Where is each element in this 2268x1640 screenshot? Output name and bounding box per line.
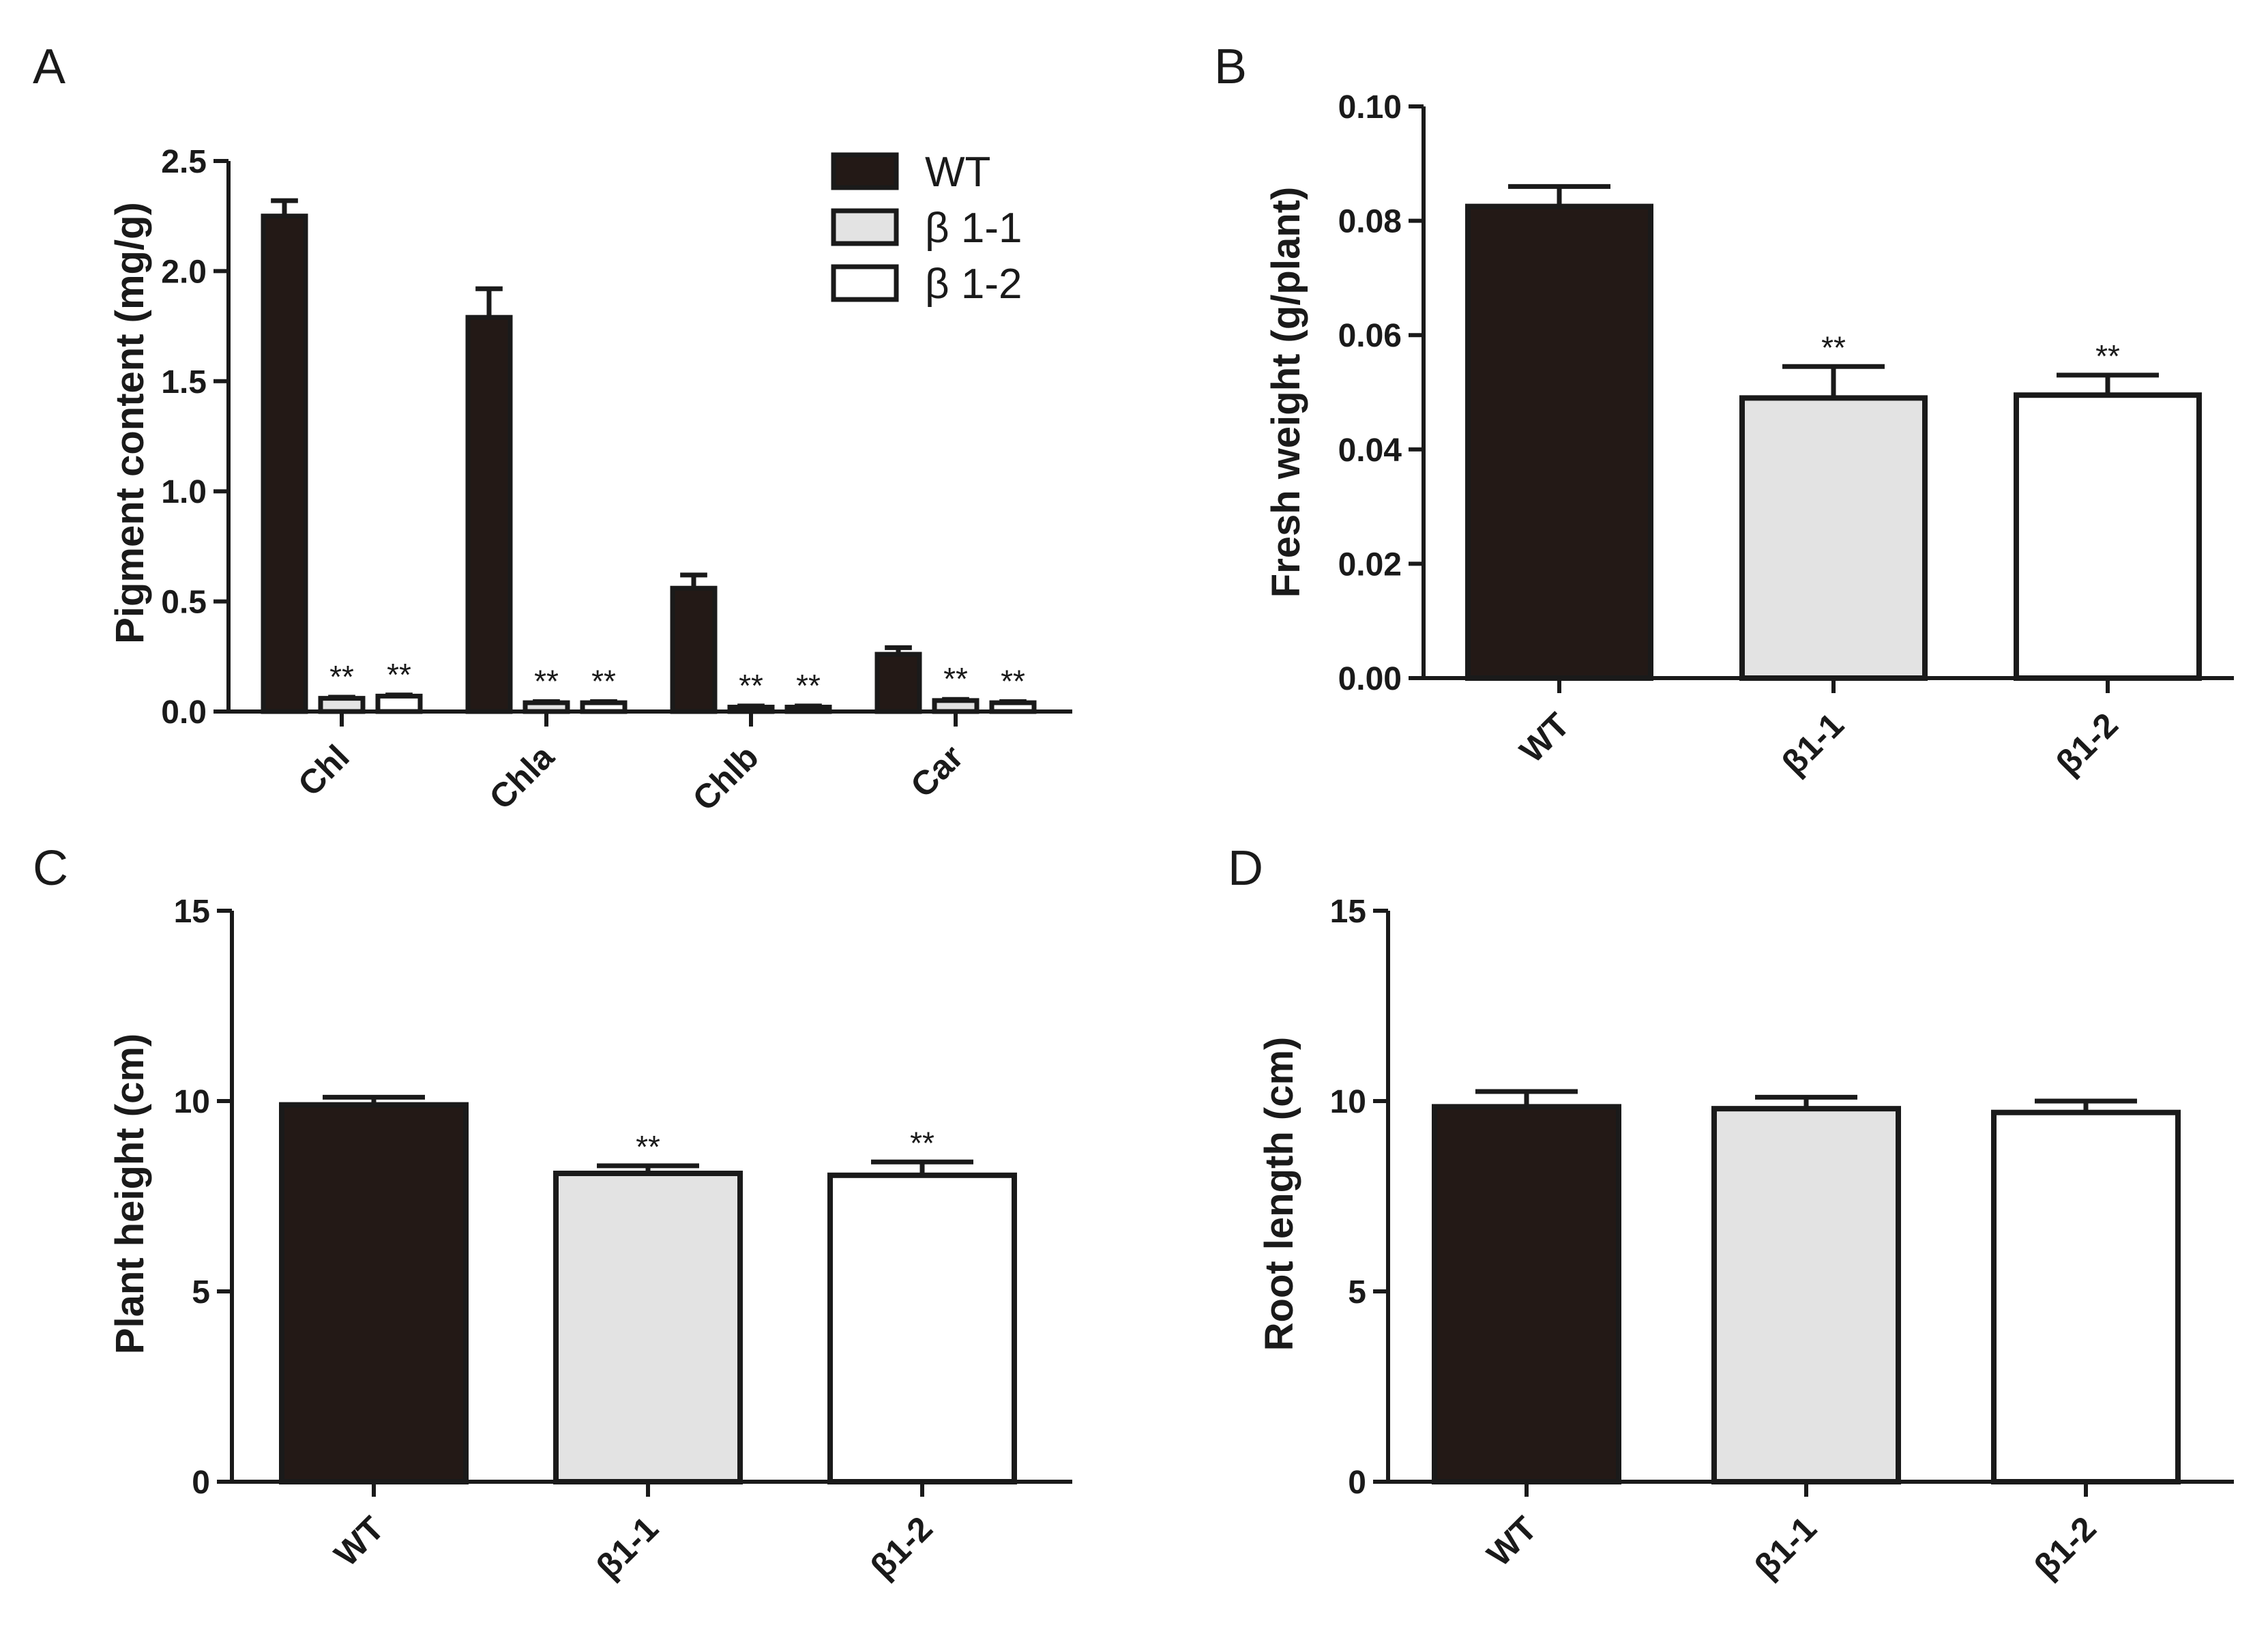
panel-label: B <box>1214 40 1247 94</box>
y-tick-label: 1.0 <box>161 474 207 510</box>
bar-β1-1 <box>932 698 980 714</box>
y-axis-label: Root length (cm) <box>1257 1037 1301 1351</box>
panel-label: A <box>33 40 65 94</box>
y-axis-label: Plant height (cm) <box>108 1034 152 1354</box>
x-tick-label: WT <box>1479 1509 1544 1574</box>
significance-marker: ** <box>943 661 968 697</box>
bar-β1-2 <box>1991 1109 2181 1484</box>
y-tick-label: 0 <box>192 1465 210 1501</box>
x-tick-label: Car <box>903 737 971 805</box>
x-tick-label: β1-2 <box>2048 705 2125 782</box>
y-tick-label: 0 <box>1348 1465 1366 1501</box>
y-tick-label: 15 <box>174 894 210 930</box>
significance-marker: ** <box>1001 663 1025 699</box>
bar-wt <box>670 585 718 714</box>
bar-β1-2 <box>989 700 1037 714</box>
panel-d-root-length-chart: D Root length (cm) 0 5 10 15 WT β1-1 β1-2 <box>1228 841 2234 1585</box>
significance-marker: ** <box>2095 338 2120 374</box>
bar-wt <box>1465 203 1653 681</box>
panel-b-fresh-weight-chart: B Fresh weight (g/plant) 0.000.020.040.0… <box>1214 40 2234 782</box>
y-tick-label: 1.5 <box>161 364 207 400</box>
significance-marker: ** <box>739 668 763 703</box>
significance-marker: ** <box>910 1125 934 1160</box>
significance-marker: ** <box>1821 330 1846 365</box>
y-axis-label: Pigment content (mg/g) <box>108 202 152 644</box>
bar-β1-1 <box>553 1171 743 1485</box>
bar-wt <box>465 314 513 714</box>
bar-wt <box>874 651 922 714</box>
y-tick-label: 10 <box>174 1084 210 1120</box>
significance-marker: ** <box>591 663 616 699</box>
y-tick-label: 15 <box>1330 894 1366 930</box>
bar-wt <box>279 1102 469 1484</box>
y-tick-label: 10 <box>1330 1084 1366 1120</box>
y-tick-label: 0.02 <box>1338 546 1402 583</box>
plot-area: 0.0 0.5 1.0 1.5 2.0 2.5 ** ** Chl ** ** Chla ** ** Chl… <box>161 144 1072 818</box>
y-axis-label: Fresh weight (g/plant) <box>1264 187 1308 598</box>
x-tick-label: β1-1 <box>589 1509 665 1585</box>
significance-marker: ** <box>636 1129 660 1165</box>
x-tick-label: β1-1 <box>1747 1509 1823 1585</box>
y-tick-label: 0.0 <box>161 694 207 731</box>
plot-area: 0 5 10 15 WT ** β1-1 ** β1-2 <box>174 894 1072 1585</box>
x-tick-label: Chl <box>291 737 357 804</box>
plot-area: 0 5 10 15 WT β1-1 β1-2 <box>1330 894 2234 1585</box>
plot-area: 0.00 0.02 0.04 0.06 0.08 0.10 WT ** β1-1 ** β1-2 <box>1338 89 2234 782</box>
y-tick-label: 0.10 <box>1338 89 1402 126</box>
legend: WT β 1-1 β 1-2 <box>831 149 1022 308</box>
bar-β1-2 <box>2014 392 2202 681</box>
bar-β1-1 <box>1739 395 1928 681</box>
legend-swatch-b1-1 <box>831 208 899 246</box>
bar-β1-1 <box>1711 1106 1901 1485</box>
legend-label-b1-2: β 1-2 <box>925 261 1022 308</box>
bar-β1-2 <box>375 693 423 714</box>
y-tick-label: 0.06 <box>1338 318 1402 354</box>
x-tick-label: β1-2 <box>2027 1509 2103 1585</box>
x-tick-label: WT <box>327 1509 392 1574</box>
significance-marker: ** <box>329 659 354 694</box>
x-tick-label: Chla <box>482 737 562 817</box>
y-tick-label: 0.5 <box>161 585 207 621</box>
panel-c-plant-height-chart: C Plant height (cm) 0 5 10 15 WT ** β1-1 ** β1-2 <box>33 841 1072 1585</box>
panel-a-pigment-chart: A Pigment content (mg/g) 0.0 0.5 1.0 1.5 2.0… <box>33 40 1072 818</box>
y-tick-label: 5 <box>1348 1274 1366 1310</box>
bar-β1-1 <box>318 696 366 714</box>
significance-marker: ** <box>796 668 821 703</box>
bar-wt <box>1432 1104 1621 1484</box>
y-tick-label: 0.04 <box>1338 433 1402 469</box>
y-tick-label: 5 <box>192 1274 210 1310</box>
y-tick-label: 2.0 <box>161 254 207 290</box>
y-tick-label: 0.00 <box>1338 661 1402 697</box>
bar-β1-2 <box>580 700 628 714</box>
bar-β1-2 <box>827 1172 1017 1485</box>
x-tick-label: β1-2 <box>863 1509 939 1585</box>
x-tick-label: WT <box>1512 705 1577 770</box>
significance-marker: ** <box>387 657 411 692</box>
panel-label: C <box>33 841 68 896</box>
bar-wt <box>261 214 308 714</box>
bar-β1-1 <box>522 700 570 714</box>
legend-swatch-wt <box>831 152 899 190</box>
legend-label-wt: WT <box>925 149 990 196</box>
legend-label-b1-1: β 1-1 <box>925 205 1022 252</box>
significance-marker: ** <box>534 663 559 699</box>
panel-label: D <box>1228 841 1263 896</box>
x-tick-label: Chlb <box>686 737 766 818</box>
x-tick-label: β1-1 <box>1774 705 1851 782</box>
y-tick-label: 2.5 <box>161 144 207 180</box>
legend-swatch-b1-2 <box>831 264 899 302</box>
y-tick-label: 0.08 <box>1338 204 1402 240</box>
